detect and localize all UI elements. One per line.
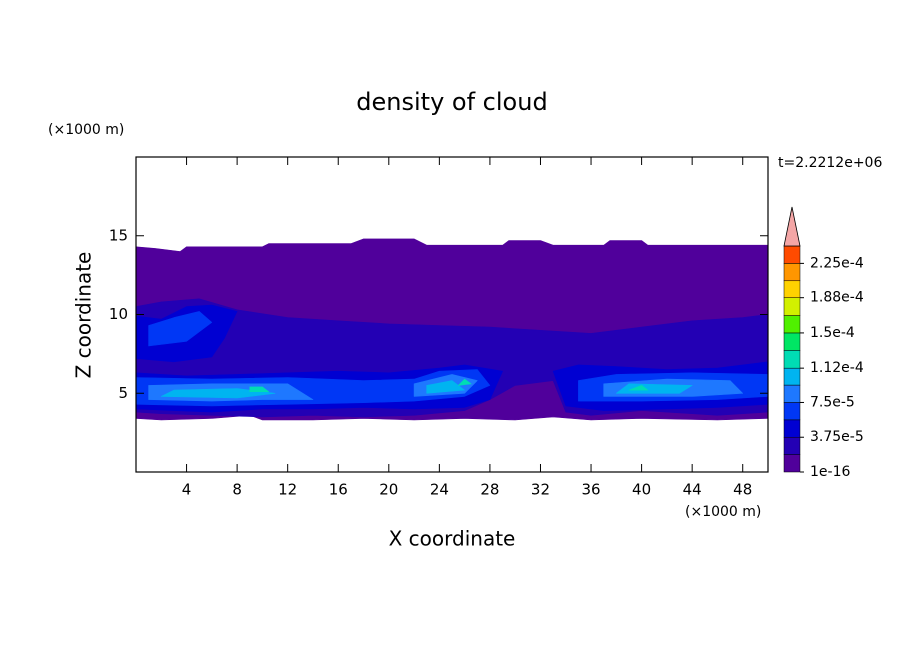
y-unit: (×1000 m) — [48, 122, 124, 138]
contour-region — [249, 386, 270, 393]
x-tick-label: 16 — [329, 481, 348, 499]
colorbar-tick-label: 1e-16 — [810, 464, 850, 480]
x-tick-label: 36 — [581, 481, 600, 499]
x-tick-label: 48 — [733, 481, 752, 499]
x-tick-label: 28 — [480, 481, 499, 499]
colorbar-tick-label: 1.5e-4 — [810, 325, 855, 341]
x-tick-label: 40 — [632, 481, 651, 499]
x-tick-label: 24 — [430, 481, 449, 499]
colorbar-tick-label: 2.25e-4 — [810, 255, 864, 271]
colorbar-band — [783, 454, 801, 473]
x-tick-label: 20 — [379, 481, 398, 499]
colorbar-band — [783, 245, 801, 264]
x-unit: (×1000 m) — [685, 504, 761, 520]
contour-region — [628, 385, 649, 391]
contour-field — [136, 238, 768, 421]
x-axis-label: X coordinate — [389, 527, 516, 551]
colorbar-band — [783, 350, 801, 369]
colorbar-band — [783, 315, 801, 334]
chart-title: density of cloud — [356, 88, 547, 116]
colorbar-band — [783, 384, 801, 403]
x-tick-label: 12 — [278, 481, 297, 499]
y-tick-label: 5 — [118, 384, 128, 402]
colorbar-band — [783, 297, 801, 316]
y-tick-label: 15 — [109, 226, 128, 244]
colorbar-tick-label: 1.88e-4 — [810, 290, 864, 306]
contour-region — [426, 380, 465, 394]
colorbar-band — [783, 367, 801, 386]
plot-frame — [135, 156, 769, 473]
colorbar-tick-label: 3.75e-5 — [810, 429, 864, 445]
colorbar-band — [783, 280, 801, 298]
contour-region — [148, 311, 213, 347]
x-tick-label: 32 — [531, 481, 550, 499]
colorbar-tick-label: 7.5e-5 — [810, 394, 855, 410]
colorbar: 1e-16 3.75e-5 7.5e-5 1.12e-4 1.5e-4 1.88e-4 2.… — [783, 206, 864, 480]
colorbar-tick-label: 1.12e-4 — [810, 360, 864, 376]
time-label: t=2.2212e+06 — [778, 155, 882, 171]
x-tick-label: 4 — [182, 481, 192, 499]
colorbar-band — [783, 332, 801, 351]
colorbar-extend — [783, 206, 801, 247]
colorbar-band — [783, 419, 801, 438]
contour-region — [457, 378, 472, 386]
colorbar-band — [783, 436, 801, 455]
x-tick-label: 8 — [232, 481, 242, 499]
x-tick-label: 44 — [683, 481, 702, 499]
colorbar-band — [783, 263, 801, 282]
contour-region — [615, 383, 693, 394]
colorbar-band — [783, 402, 801, 421]
y-axis-label: Z coordinate — [72, 252, 96, 379]
y-tick-label: 10 — [109, 305, 128, 323]
